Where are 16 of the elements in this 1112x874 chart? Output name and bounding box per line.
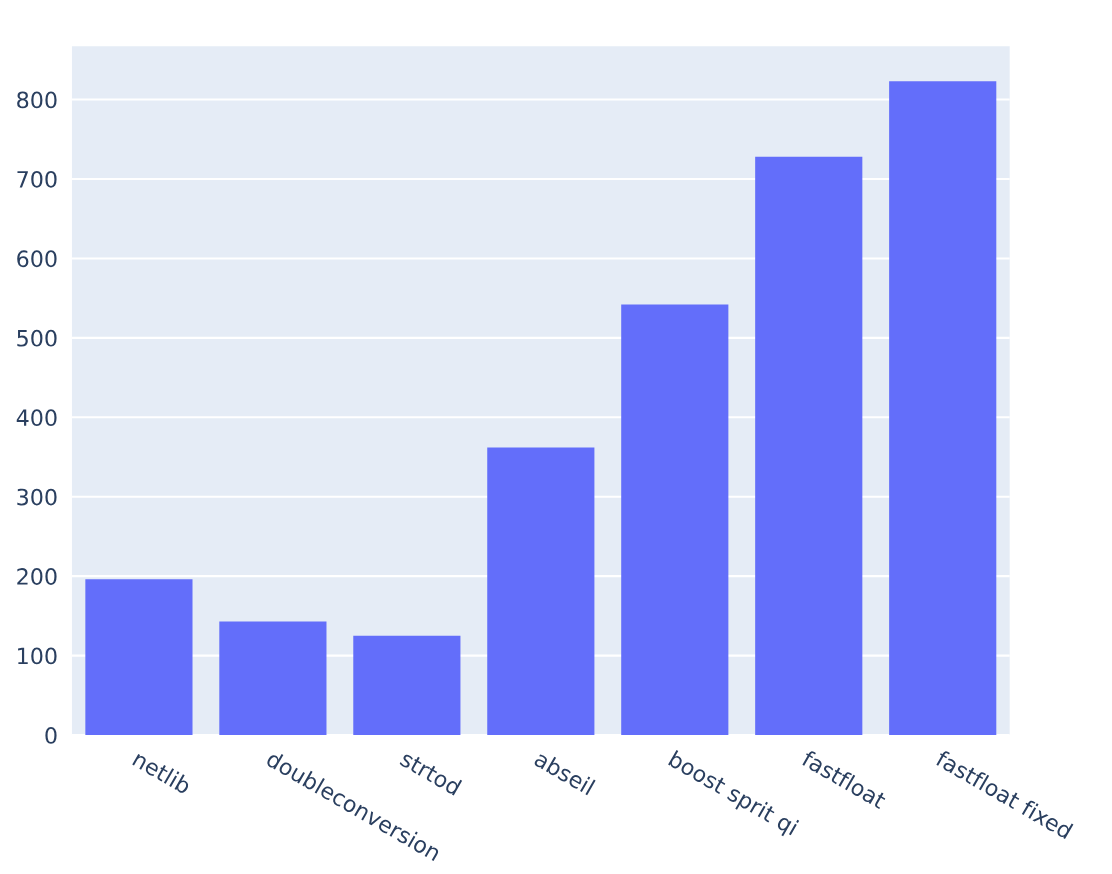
y-tick-label: 600 [17,250,57,268]
y-tick-label: 800 [17,91,57,109]
bar [353,635,461,736]
y-tick-label: 400 [16,409,57,427]
bar [889,81,997,736]
bar [85,579,193,736]
bar [621,304,729,736]
y-tick-label: 100 [18,647,57,665]
y-tick-label: 700 [17,170,57,188]
y-tick-label: 500 [17,329,57,347]
bar [487,447,595,736]
y-tick-label: 300 [17,488,57,506]
bar [219,621,327,736]
y-tick-label: 200 [17,568,57,585]
y-tick-label: 0 [45,726,57,744]
bar [755,156,863,736]
